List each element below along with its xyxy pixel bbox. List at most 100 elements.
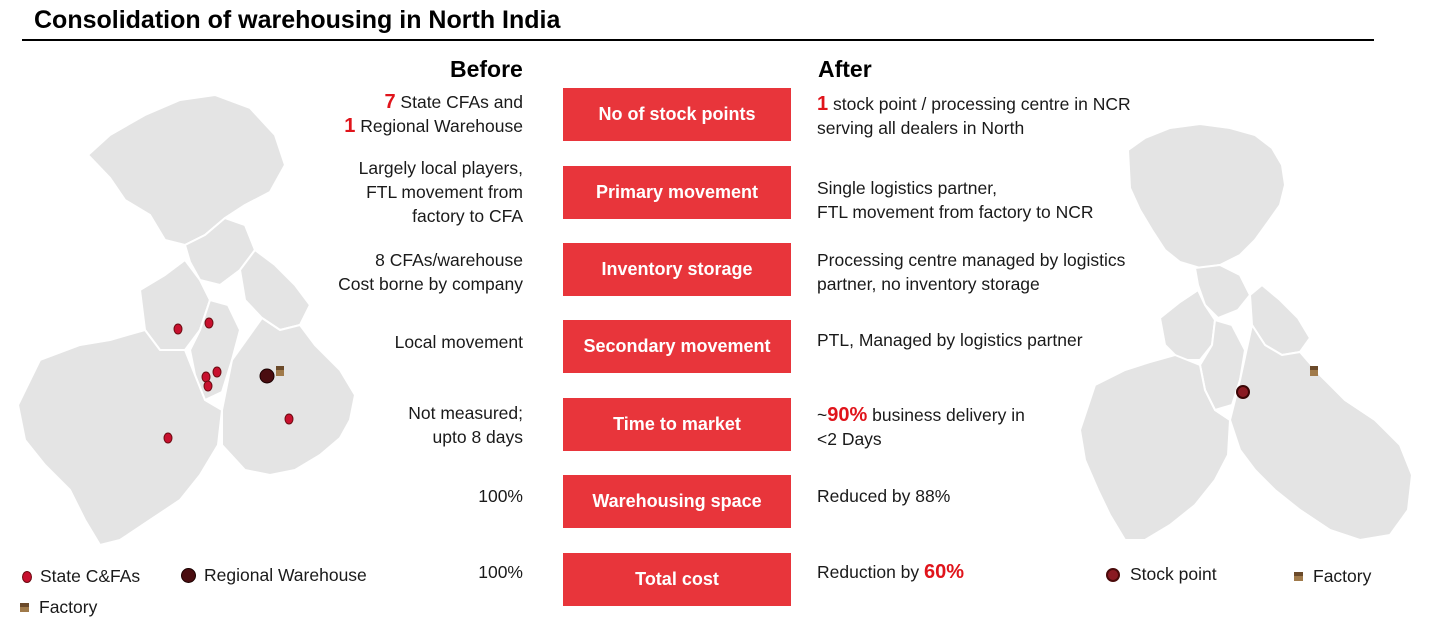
before-text: Largely local players, FTL movement from f… <box>273 156 523 228</box>
line-prefix: ~ <box>817 405 828 425</box>
after-line: PTL, Managed by logistics partner <box>817 328 1177 352</box>
line-text: State CFAs and <box>395 92 523 112</box>
factory-marker <box>1310 366 1318 376</box>
line-text: FTL movement from factory to NCR <box>817 202 1094 222</box>
after-text: Processing centre managed by logistics pa… <box>817 248 1177 296</box>
red-dot-icon <box>22 570 32 583</box>
after-map <box>1079 123 1413 541</box>
cfa-marker <box>212 366 222 378</box>
after-header: After <box>818 56 872 82</box>
legend-factory-right: Factory <box>1294 566 1371 587</box>
cfa-marker <box>173 323 183 335</box>
after-line: serving all dealers in North <box>817 116 1177 140</box>
cfa-marker <box>284 413 294 425</box>
stock-point-marker <box>1236 385 1250 399</box>
line-prefix: Reduction by <box>817 562 925 582</box>
region-jk <box>87 94 286 246</box>
before-line: Largely local players, <box>273 156 523 180</box>
line-text: 100% <box>478 486 523 506</box>
before-line: 1 Regional Warehouse <box>273 114 523 138</box>
before-line: FTL movement from <box>273 180 523 204</box>
line-text: factory to CFA <box>412 206 523 226</box>
before-text: Local movement <box>273 330 523 354</box>
line-text: 100% <box>478 562 523 582</box>
line-text: Not measured; <box>408 403 523 423</box>
legend-stock-point: Stock point <box>1106 564 1217 585</box>
line-text: serving all dealers in North <box>817 118 1025 138</box>
after-text: PTL, Managed by logistics partner <box>817 328 1177 352</box>
row-label-box: Total cost <box>563 553 791 606</box>
line-text: FTL movement from <box>366 182 523 202</box>
legend-regional-label: Regional Warehouse <box>204 565 367 585</box>
after-line: ~90% business delivery in <box>817 403 1177 427</box>
after-line: <2 Days <box>817 427 1177 451</box>
legend-stock-point-label: Stock point <box>1130 564 1217 584</box>
before-text: 8 CFAs/warehouse Cost borne by company <box>273 248 523 296</box>
regional-warehouse-marker <box>259 368 275 384</box>
legend-factory-left: Factory <box>20 597 97 618</box>
page-title: Consolidation of warehousing in North In… <box>34 6 561 34</box>
title-underline <box>22 39 1374 41</box>
line-text: 8 CFAs/warehouse <box>375 250 523 270</box>
before-line: 7 State CFAs and <box>273 90 523 114</box>
after-line: 1 stock point / processing centre in NCR <box>817 92 1177 116</box>
before-line: 8 CFAs/warehouse <box>273 248 523 272</box>
after-line: Single logistics partner, <box>817 176 1177 200</box>
after-text: Reduction by 60% <box>817 560 1177 584</box>
before-line: Cost borne by company <box>273 272 523 296</box>
line-text: partner, no inventory storage <box>817 274 1040 294</box>
legend-state-cfa-label: State C&FAs <box>40 566 141 586</box>
before-text: 7 State CFAs and 1 Regional Warehouse <box>273 90 523 138</box>
before-line: 100% <box>273 560 523 584</box>
highlight-number: 7 <box>384 91 396 113</box>
factory-marker <box>276 366 284 376</box>
line-text: Reduced by 88% <box>817 486 951 506</box>
highlight-number: 60% <box>924 561 965 583</box>
dark-dot-icon <box>181 568 196 583</box>
before-map <box>17 94 356 546</box>
line-text: Regional Warehouse <box>355 116 523 136</box>
highlight-number: 90% <box>827 404 868 426</box>
region-uk <box>239 249 311 331</box>
stock-point-icon <box>1106 567 1120 582</box>
cfa-marker <box>163 432 173 444</box>
line-text: Largely local players, <box>358 158 523 178</box>
cfa-marker <box>204 317 214 329</box>
legend-factory-left-label: Factory <box>39 597 98 617</box>
line-text: Processing centre managed by logistics <box>817 250 1126 270</box>
legend-state-cfa: State C&FAs <box>22 566 140 587</box>
line-text: Single logistics partner, <box>817 178 997 198</box>
after-line: partner, no inventory storage <box>817 272 1177 296</box>
before-header: Before <box>450 56 523 82</box>
row-label-box: Inventory storage <box>563 243 791 296</box>
region-up <box>1229 324 1413 541</box>
region-hp <box>1194 264 1251 319</box>
after-text: Single logistics partner, FTL movement fr… <box>817 176 1177 224</box>
region-up <box>221 317 356 476</box>
line-text: <2 Days <box>817 429 882 449</box>
cfa-marker <box>201 371 211 383</box>
before-line: 100% <box>273 484 523 508</box>
after-line: Reduction by 60% <box>817 560 1177 584</box>
region-jk <box>1127 123 1286 269</box>
line-text: upto 8 days <box>432 427 523 447</box>
before-line: upto 8 days <box>273 425 523 449</box>
after-line: Processing centre managed by logistics <box>817 248 1177 272</box>
after-text: ~90% business delivery in <2 Days <box>817 403 1177 451</box>
before-text: 100% <box>273 560 523 584</box>
region-rj <box>17 329 223 546</box>
row-label-box: Time to market <box>563 398 791 451</box>
row-label-box: Secondary movement <box>563 320 791 373</box>
after-text: 1 stock point / processing centre in NCR… <box>817 92 1177 140</box>
after-line: FTL movement from factory to NCR <box>817 200 1177 224</box>
before-line: Not measured; <box>273 401 523 425</box>
before-line: Local movement <box>273 330 523 354</box>
after-text: Reduced by 88% <box>817 484 1177 508</box>
line-text: Cost borne by company <box>338 274 523 294</box>
line-text: PTL, Managed by logistics partner <box>817 330 1083 350</box>
factory-icon <box>1294 572 1303 581</box>
before-text: 100% <box>273 484 523 508</box>
before-line: factory to CFA <box>273 204 523 228</box>
line-text: stock point / processing centre in NCR <box>828 94 1131 114</box>
highlight-number: 1 <box>344 115 356 137</box>
